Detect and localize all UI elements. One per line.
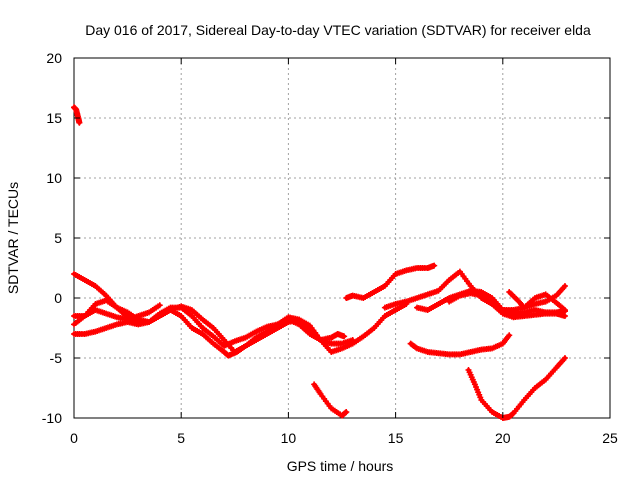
x-tick-label: 15	[388, 430, 404, 446]
series-s6	[343, 262, 438, 301]
data-point	[349, 337, 356, 343]
x-tick-label: 10	[281, 430, 297, 446]
data-point	[341, 333, 348, 340]
series-s4	[71, 297, 356, 349]
chart-title: Day 016 of 2017, Sidereal Day-to-day VTE…	[85, 22, 591, 38]
series-s9	[465, 355, 568, 421]
data-point	[561, 313, 568, 319]
data-point	[561, 355, 568, 361]
x-tick-label: 5	[177, 430, 185, 446]
data-series	[71, 104, 568, 421]
series-s8	[407, 332, 513, 358]
series-s13	[506, 289, 568, 313]
x-tick-label: 20	[495, 430, 511, 446]
y-tick-label: -5	[50, 350, 63, 366]
series-s1	[71, 104, 83, 126]
data-point	[431, 262, 438, 269]
data-point	[561, 283, 568, 289]
y-axis-label: SDTVAR / TECUs	[5, 182, 21, 294]
y-tick-label: 10	[46, 170, 62, 186]
data-point	[156, 302, 163, 309]
series-s7	[311, 381, 350, 419]
series-s5	[71, 302, 163, 328]
grid	[74, 58, 610, 418]
series-s12	[446, 290, 568, 321]
y-tick-label: -10	[42, 410, 62, 426]
data-point	[343, 409, 350, 415]
x-tick-label: 0	[70, 430, 78, 446]
y-tick-label: 15	[46, 110, 62, 126]
axis-ticks: 0 5 10 15 20 25 -10 -5 0 5 10 15 20	[42, 50, 618, 446]
y-tick-label: 5	[54, 230, 62, 246]
x-axis-label: GPS time / hours	[287, 458, 394, 474]
x-tick-label: 25	[602, 430, 618, 446]
data-point	[506, 332, 513, 339]
y-tick-label: 0	[54, 290, 62, 306]
data-point	[76, 119, 83, 126]
y-tick-label: 20	[46, 50, 62, 66]
data-point	[561, 307, 568, 313]
